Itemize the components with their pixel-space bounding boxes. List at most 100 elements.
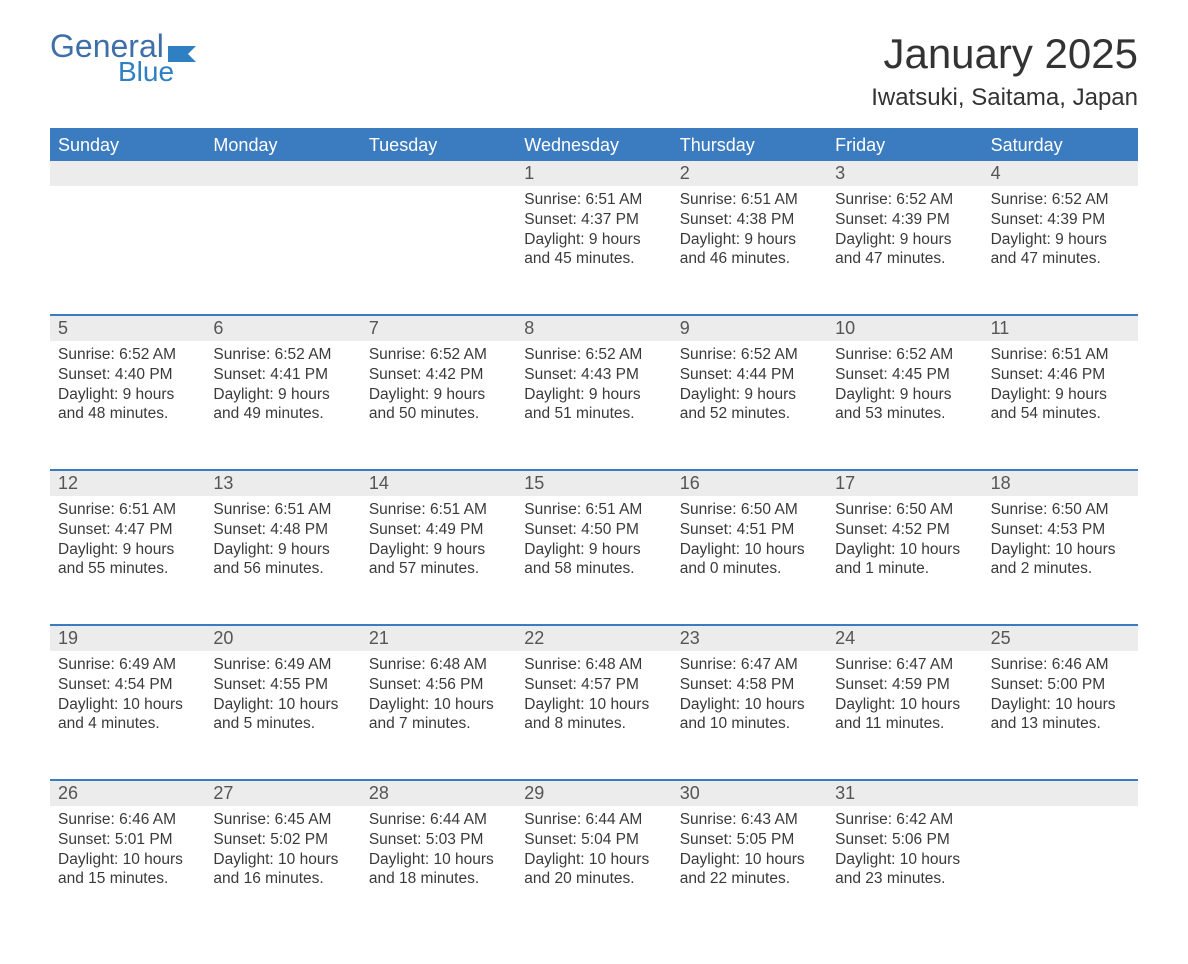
daynum-strip: 12131415161718 [50,469,1138,496]
daylight-text: Daylight: 10 hours and 10 minutes. [680,695,819,735]
sunrise-text: Sunrise: 6:52 AM [58,345,197,365]
day-cell: Sunrise: 6:47 AMSunset: 4:59 PMDaylight:… [827,651,982,779]
sunrise-text: Sunrise: 6:51 AM [524,500,663,520]
daylight-text: Daylight: 9 hours and 53 minutes. [835,385,974,425]
week-row: Sunrise: 6:51 AMSunset: 4:47 PMDaylight:… [50,496,1138,624]
sunset-text: Sunset: 5:05 PM [680,830,819,850]
sunrise-text: Sunrise: 6:52 AM [680,345,819,365]
sunrise-text: Sunrise: 6:51 AM [991,345,1130,365]
sunset-text: Sunset: 4:59 PM [835,675,974,695]
sunset-text: Sunset: 4:46 PM [991,365,1130,385]
sunrise-text: Sunrise: 6:51 AM [213,500,352,520]
day-cell [50,186,205,314]
sunset-text: Sunset: 4:53 PM [991,520,1130,540]
day-cell: Sunrise: 6:50 AMSunset: 4:51 PMDaylight:… [672,496,827,624]
header: General Blue January 2025 Iwatsuki, Sait… [50,30,1138,122]
sunrise-text: Sunrise: 6:48 AM [369,655,508,675]
day-cell: Sunrise: 6:51 AMSunset: 4:47 PMDaylight:… [50,496,205,624]
day-cell: Sunrise: 6:51 AMSunset: 4:49 PMDaylight:… [361,496,516,624]
daylight-text: Daylight: 9 hours and 47 minutes. [835,230,974,270]
day-number: 30 [672,781,827,806]
daylight-text: Daylight: 9 hours and 55 minutes. [58,540,197,580]
day-cell: Sunrise: 6:52 AMSunset: 4:44 PMDaylight:… [672,341,827,469]
day-number: 16 [672,471,827,496]
sunset-text: Sunset: 5:03 PM [369,830,508,850]
sunset-text: Sunset: 4:42 PM [369,365,508,385]
day-cell: Sunrise: 6:44 AMSunset: 5:04 PMDaylight:… [516,806,671,934]
day-number: 29 [516,781,671,806]
day-number: 27 [205,781,360,806]
sunset-text: Sunset: 5:04 PM [524,830,663,850]
sunset-text: Sunset: 4:48 PM [213,520,352,540]
weekday-header: Wednesday [516,130,671,161]
day-cell: Sunrise: 6:46 AMSunset: 5:00 PMDaylight:… [983,651,1138,779]
daylight-text: Daylight: 10 hours and 11 minutes. [835,695,974,735]
daynum-strip: 1234 [50,161,1138,186]
sunrise-text: Sunrise: 6:47 AM [835,655,974,675]
page-title: January 2025 [871,30,1138,78]
sunrise-text: Sunrise: 6:52 AM [213,345,352,365]
sunset-text: Sunset: 4:45 PM [835,365,974,385]
week-row: Sunrise: 6:49 AMSunset: 4:54 PMDaylight:… [50,651,1138,779]
daylight-text: Daylight: 9 hours and 51 minutes. [524,385,663,425]
sunset-text: Sunset: 4:56 PM [369,675,508,695]
sunset-text: Sunset: 4:51 PM [680,520,819,540]
daylight-text: Daylight: 9 hours and 45 minutes. [524,230,663,270]
flag-icon [168,44,196,62]
daylight-text: Daylight: 10 hours and 18 minutes. [369,850,508,890]
sunset-text: Sunset: 4:47 PM [58,520,197,540]
day-cell: Sunrise: 6:52 AMSunset: 4:43 PMDaylight:… [516,341,671,469]
sunset-text: Sunset: 5:00 PM [991,675,1130,695]
day-cell: Sunrise: 6:46 AMSunset: 5:01 PMDaylight:… [50,806,205,934]
daylight-text: Daylight: 10 hours and 7 minutes. [369,695,508,735]
day-cell: Sunrise: 6:45 AMSunset: 5:02 PMDaylight:… [205,806,360,934]
day-number: 20 [205,626,360,651]
daylight-text: Daylight: 9 hours and 56 minutes. [213,540,352,580]
daylight-text: Daylight: 10 hours and 5 minutes. [213,695,352,735]
sunrise-text: Sunrise: 6:49 AM [213,655,352,675]
day-number [205,161,360,186]
sunset-text: Sunset: 4:58 PM [680,675,819,695]
weekday-header: Friday [827,130,982,161]
day-number: 17 [827,471,982,496]
calendar: Sunday Monday Tuesday Wednesday Thursday… [50,128,1138,934]
day-number: 15 [516,471,671,496]
sunrise-text: Sunrise: 6:48 AM [524,655,663,675]
daylight-text: Daylight: 9 hours and 47 minutes. [991,230,1130,270]
day-number: 10 [827,316,982,341]
day-cell: Sunrise: 6:48 AMSunset: 4:57 PMDaylight:… [516,651,671,779]
sunrise-text: Sunrise: 6:50 AM [835,500,974,520]
week-row: Sunrise: 6:46 AMSunset: 5:01 PMDaylight:… [50,806,1138,934]
sunrise-text: Sunrise: 6:52 AM [835,345,974,365]
day-number: 4 [983,161,1138,186]
day-number: 2 [672,161,827,186]
daylight-text: Daylight: 9 hours and 54 minutes. [991,385,1130,425]
day-number: 26 [50,781,205,806]
day-cell: Sunrise: 6:50 AMSunset: 4:53 PMDaylight:… [983,496,1138,624]
day-number: 18 [983,471,1138,496]
day-cell: Sunrise: 6:52 AMSunset: 4:41 PMDaylight:… [205,341,360,469]
sunrise-text: Sunrise: 6:46 AM [991,655,1130,675]
day-number: 19 [50,626,205,651]
daylight-text: Daylight: 10 hours and 22 minutes. [680,850,819,890]
day-cell: Sunrise: 6:51 AMSunset: 4:48 PMDaylight:… [205,496,360,624]
daylight-text: Daylight: 10 hours and 15 minutes. [58,850,197,890]
sunrise-text: Sunrise: 6:51 AM [680,190,819,210]
day-number: 9 [672,316,827,341]
day-number: 8 [516,316,671,341]
daylight-text: Daylight: 10 hours and 0 minutes. [680,540,819,580]
daylight-text: Daylight: 10 hours and 1 minute. [835,540,974,580]
day-cell: Sunrise: 6:51 AMSunset: 4:37 PMDaylight:… [516,186,671,314]
sunset-text: Sunset: 4:55 PM [213,675,352,695]
weekday-header: Tuesday [361,130,516,161]
sunrise-text: Sunrise: 6:52 AM [991,190,1130,210]
sunset-text: Sunset: 4:39 PM [991,210,1130,230]
weeks-container: 1234Sunrise: 6:51 AMSunset: 4:37 PMDayli… [50,161,1138,934]
weekday-header: Sunday [50,130,205,161]
day-cell: Sunrise: 6:50 AMSunset: 4:52 PMDaylight:… [827,496,982,624]
daylight-text: Daylight: 9 hours and 48 minutes. [58,385,197,425]
week-row: Sunrise: 6:52 AMSunset: 4:40 PMDaylight:… [50,341,1138,469]
day-number: 5 [50,316,205,341]
sunrise-text: Sunrise: 6:46 AM [58,810,197,830]
day-number: 13 [205,471,360,496]
